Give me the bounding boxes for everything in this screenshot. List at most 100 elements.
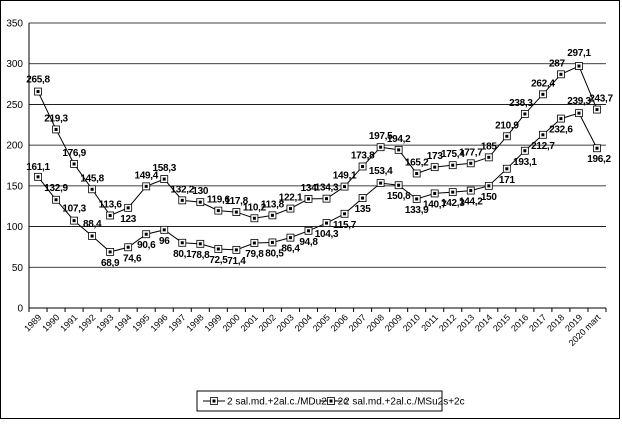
legend-marker-core: [212, 399, 216, 403]
x-tick-label: 2017: [527, 312, 548, 333]
data-point-core: [72, 162, 76, 166]
x-tick-label: 2001: [239, 312, 260, 333]
data-point-core: [577, 111, 581, 115]
data-label: 119,6: [207, 195, 231, 206]
data-point-core: [288, 207, 292, 211]
x-tick-label: 2005: [311, 312, 332, 333]
data-label: 149,4: [134, 170, 158, 181]
x-tick-label: 2007: [347, 312, 368, 333]
data-point-core: [144, 232, 148, 236]
x-tick-label: 1991: [58, 312, 79, 333]
data-label: 90,6: [137, 240, 156, 251]
data-label: 177,7: [459, 147, 483, 158]
x-tick-label: 2008: [365, 312, 386, 333]
data-label: 117,8: [225, 196, 249, 207]
data-point-core: [505, 134, 509, 138]
data-label: 86,4: [281, 244, 300, 255]
data-label: 210,9: [495, 120, 519, 131]
x-tick-label: 2003: [275, 312, 296, 333]
data-label: 133,9: [405, 205, 429, 216]
data-label: 110,2: [243, 202, 267, 213]
data-label: 142,3: [441, 198, 465, 209]
data-label: 71,4: [227, 256, 246, 267]
data-point-core: [523, 112, 527, 116]
y-tick-label: 300: [6, 59, 23, 70]
data-label: 243,7: [589, 94, 613, 105]
data-label: 94,8: [299, 237, 318, 248]
x-tick-label: 2002: [257, 312, 278, 333]
x-tick-label: 2014: [473, 312, 494, 333]
data-point-core: [415, 171, 419, 175]
y-tick-label: 200: [6, 141, 23, 152]
data-label: 132,9: [44, 183, 68, 194]
data-label: 68,9: [101, 258, 120, 269]
data-label: 130: [192, 186, 209, 197]
data-point-core: [487, 155, 491, 159]
x-axis-ticks: 1989199019911992199319941995199619971998…: [22, 312, 603, 348]
data-point-core: [54, 127, 58, 131]
series-lines: [34, 62, 601, 256]
x-tick-label: 1996: [148, 312, 169, 333]
data-point-core: [397, 148, 401, 152]
data-point-core: [108, 213, 112, 217]
data-label: 132,2: [171, 184, 195, 195]
data-label: 262,4: [531, 78, 555, 89]
data-label: 88,4: [83, 219, 102, 230]
data-label: 185: [481, 141, 498, 152]
data-point-core: [469, 161, 473, 165]
x-tick-label: 1990: [40, 312, 61, 333]
data-point-core: [234, 210, 238, 214]
x-tick-label: 2011: [419, 312, 440, 333]
legend-label: 2 sal.md.+2al.c./MSu2s+2c: [344, 397, 465, 408]
data-label: 287: [549, 58, 566, 69]
data-point-core: [198, 200, 202, 204]
data-label: 144,2: [459, 197, 483, 208]
x-tick-label: 2018: [545, 312, 566, 333]
legend-box: [196, 390, 443, 412]
data-point-core: [36, 175, 40, 179]
data-point-core: [252, 216, 256, 220]
x-tick-label: 2006: [329, 312, 350, 333]
series-line: [37, 65, 598, 219]
data-label: 175,4: [441, 149, 465, 160]
y-tick-label: 250: [6, 100, 23, 111]
x-tick-label: 1994: [112, 312, 133, 333]
data-label: 173: [427, 151, 444, 162]
data-point-core: [36, 90, 40, 94]
data-label: 79,8: [245, 249, 264, 260]
data-point-core: [523, 149, 527, 153]
data-point-core: [90, 187, 94, 191]
data-point-core: [415, 197, 419, 201]
data-label: 96: [159, 236, 170, 247]
data-point-core: [325, 197, 329, 201]
x-tick-label: 2000: [221, 312, 242, 333]
data-point-core: [270, 213, 274, 217]
y-tick-label: 100: [6, 222, 23, 233]
data-label: 135: [355, 204, 372, 215]
data-point-core: [198, 242, 202, 246]
data-point-core: [541, 133, 545, 137]
data-point-core: [216, 209, 220, 213]
gridlines: [29, 22, 606, 268]
data-point-core: [361, 164, 365, 168]
data-point-core: [343, 212, 347, 216]
y-tick-label: 50: [12, 263, 24, 274]
x-tick-label: 2013: [455, 312, 476, 333]
x-tick-label: 1995: [130, 312, 151, 333]
data-point-core: [595, 108, 599, 112]
x-tick-label: 2016: [509, 312, 530, 333]
data-label: 74,6: [123, 253, 142, 264]
data-point-core: [72, 219, 76, 223]
data-point-core: [126, 206, 130, 210]
data-label: 123: [120, 214, 137, 225]
data-point-core: [487, 184, 491, 188]
data-point-core: [451, 163, 455, 167]
data-label: 165,2: [405, 157, 429, 168]
data-label: 113,8: [261, 199, 285, 210]
x-tick-label: 1997: [166, 312, 187, 333]
legend-label: 2 sal.md.+2al.c./MDu2s+2c: [227, 397, 348, 408]
data-point-core: [54, 198, 58, 202]
data-label: 153,4: [369, 166, 393, 177]
